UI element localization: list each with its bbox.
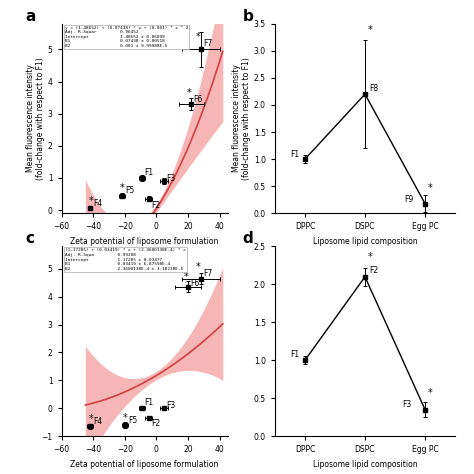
Text: *: * [89, 196, 93, 206]
Text: c: c [25, 231, 34, 246]
Text: b: b [243, 9, 254, 24]
Text: F1: F1 [290, 150, 299, 159]
Text: *: * [89, 414, 93, 424]
Y-axis label: Mean fluorescence intensity
(fold-change with respect to F1): Mean fluorescence intensity (fold-change… [26, 57, 45, 180]
Text: *: * [196, 262, 201, 272]
Text: F3: F3 [167, 401, 176, 410]
Text: *: * [120, 183, 125, 193]
Text: F2: F2 [151, 419, 160, 428]
Text: *: * [428, 388, 433, 398]
Text: F7: F7 [203, 39, 212, 48]
Text: F1: F1 [145, 168, 154, 177]
Text: F3: F3 [167, 174, 176, 183]
Text: *: * [368, 26, 373, 36]
Y-axis label: Mean fluorescence intensity
(fold-change with respect to F1): Mean fluorescence intensity (fold-change… [232, 57, 251, 180]
X-axis label: Zeta potential of liposome formulation: Zeta potential of liposome formulation [70, 237, 219, 246]
X-axis label: Zeta potential of liposome formulation: Zeta potential of liposome formulation [70, 460, 219, 469]
Text: *: * [196, 32, 201, 42]
Text: *: * [368, 252, 373, 262]
Text: F1: F1 [290, 350, 299, 359]
Text: F1: F1 [145, 399, 154, 408]
Text: F4: F4 [93, 199, 102, 208]
Text: *: * [123, 413, 128, 423]
Text: F6: F6 [193, 95, 203, 104]
Text: (1.17285) + (0.03419) * x + (2.3600138E-4) * x
Adj. R-Squa         0.99208
Inter: (1.17285) + (0.03419) * x + (2.3600138E-… [65, 248, 186, 271]
Text: F5: F5 [125, 186, 134, 195]
X-axis label: Liposome lipid composition: Liposome lipid composition [313, 460, 417, 469]
Text: F8: F8 [369, 84, 378, 93]
Text: *: * [186, 88, 191, 98]
Text: F2: F2 [369, 266, 378, 275]
Text: F3: F3 [402, 400, 411, 409]
Text: F4: F4 [93, 417, 102, 426]
Text: F7: F7 [203, 269, 212, 278]
Text: a: a [25, 9, 36, 24]
Text: *: * [183, 272, 188, 282]
Text: F2: F2 [151, 201, 160, 210]
Text: F9: F9 [404, 195, 413, 204]
Text: *: * [428, 183, 433, 193]
Text: d: d [243, 231, 253, 246]
X-axis label: Liposome lipid composition: Liposome lipid composition [313, 237, 417, 246]
Text: F5: F5 [128, 416, 137, 425]
Text: y = (1.48652) + (0.07438) * x + (0.001) * x ^ 2
Adj. R-Squar         0.96452
Int: y = (1.48652) + (0.07438) * x + (0.001) … [65, 26, 188, 48]
Text: F6: F6 [191, 279, 200, 288]
